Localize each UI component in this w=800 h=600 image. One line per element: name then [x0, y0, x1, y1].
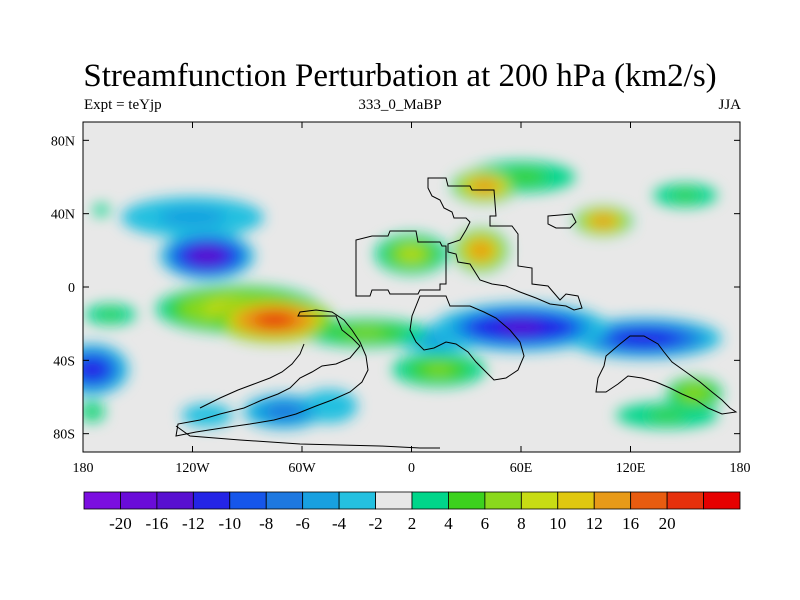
field-feature-6-level-5	[87, 408, 97, 416]
coastline-south-america	[175, 309, 369, 437]
colorbar-box	[265, 491, 304, 510]
colorbar-box	[520, 491, 559, 510]
lon-tick-label: 60W	[288, 461, 316, 476]
colorbar-box	[302, 491, 340, 510]
colorbar-box	[593, 491, 632, 510]
coastline-asia-east	[547, 213, 577, 229]
colorbar-label: 8	[517, 514, 526, 533]
colorbar-box	[375, 491, 413, 510]
field-feature-11-level-5	[425, 364, 453, 375]
field-feature-20-level-5	[476, 182, 493, 191]
lon-tick-label: 120E	[616, 461, 646, 476]
colorbar-box	[448, 491, 486, 510]
field-feature-19-level-5	[195, 249, 219, 262]
lon-tick-label: 180	[730, 461, 751, 476]
lon-tick-label: 60E	[510, 461, 533, 476]
colorbar-box	[156, 491, 194, 510]
colorbar-label: -8	[259, 514, 273, 533]
coastline-africa	[409, 295, 525, 381]
colorbar-label: -12	[182, 514, 205, 533]
colorbar-box	[557, 491, 595, 510]
field-feature-0-level-5	[97, 207, 105, 213]
field-feature-22-level-5	[595, 217, 611, 225]
lat-tick-label: 40S	[53, 354, 75, 369]
coastline-eurasia	[427, 177, 583, 311]
contour-field	[83, 161, 723, 429]
colorbar-label: 20	[659, 514, 676, 533]
field-feature-5-level-5	[101, 310, 120, 319]
field-feature-17-level-5	[625, 333, 665, 344]
colorbar-label: -4	[332, 514, 347, 533]
lon-tick-label: 120W	[175, 461, 210, 476]
season-label: JJA	[718, 97, 741, 113]
field-feature-23-level-5	[260, 314, 290, 326]
colorbar-box	[703, 491, 741, 510]
lon-tick-label: 180	[73, 461, 94, 476]
field-feature-2-level-5	[197, 411, 217, 420]
field-feature-4-level-5	[648, 410, 686, 420]
coastline-australia	[595, 335, 738, 415]
colorbar-label: -10	[218, 514, 241, 533]
field-feature-21-level-5	[474, 244, 488, 256]
coastlines	[175, 177, 738, 449]
field-feature-18-level-5	[499, 321, 543, 334]
colorbar-label: -2	[368, 514, 382, 533]
coastline-south-america-2	[199, 343, 305, 409]
colorbar-box	[120, 491, 158, 510]
colorbar-box	[411, 491, 449, 510]
colorbar-box	[229, 491, 267, 510]
colorbar-box	[630, 491, 668, 510]
lat-tick-label: 40N	[51, 208, 75, 223]
colorbar-label: 2	[408, 514, 417, 533]
colorbar-box	[192, 491, 231, 510]
colorbar-label: 4	[444, 514, 453, 533]
colorbar-label: -16	[146, 514, 169, 533]
field-feature-16-level-5	[83, 363, 102, 376]
colorbar-label: -20	[109, 514, 132, 533]
field-feature-7-level-5	[171, 211, 214, 224]
colorbar-label: -6	[296, 514, 310, 533]
center-label: 333_0_MaBP	[358, 97, 442, 113]
field-feature-12-level-5	[271, 406, 296, 417]
coastline-antarctica	[175, 425, 440, 449]
field-feature-13-level-5	[686, 388, 703, 398]
lat-tick-label: 80N	[51, 134, 75, 149]
plot-title: Streamfunction Perturbation at 200 hPa (…	[83, 58, 717, 94]
colorbar-label: 6	[481, 514, 490, 533]
colorbar-label: 10	[549, 514, 566, 533]
colorbar: -20 -16 -12 -10 -8 -6 -4 -2 2 4 6 8 10 12 16 20	[83, 491, 741, 533]
colorbar-box	[338, 491, 376, 510]
field-feature-10-level-5	[347, 328, 385, 337]
lon-tick-label: 0	[408, 461, 415, 476]
colorbar-box	[484, 491, 522, 510]
plot-background	[83, 122, 740, 452]
colorbar-box	[83, 491, 121, 510]
lat-tick-label: 80S	[53, 428, 75, 443]
lat-tick-label: 0	[68, 281, 75, 296]
colorbar-label: 12	[586, 514, 603, 533]
field-feature-3-level-5	[673, 191, 697, 200]
field-feature-14-level-5	[402, 248, 421, 260]
axis-ticks: 80N 40N 0 40S 80S 180 120W 60W 0 60E 120E 180	[51, 122, 751, 476]
experiment-label: Expt = teYjp	[84, 97, 162, 113]
colorbar-label: 16	[622, 514, 639, 533]
colorbar-box	[666, 491, 704, 510]
coastline-americas	[355, 230, 447, 297]
